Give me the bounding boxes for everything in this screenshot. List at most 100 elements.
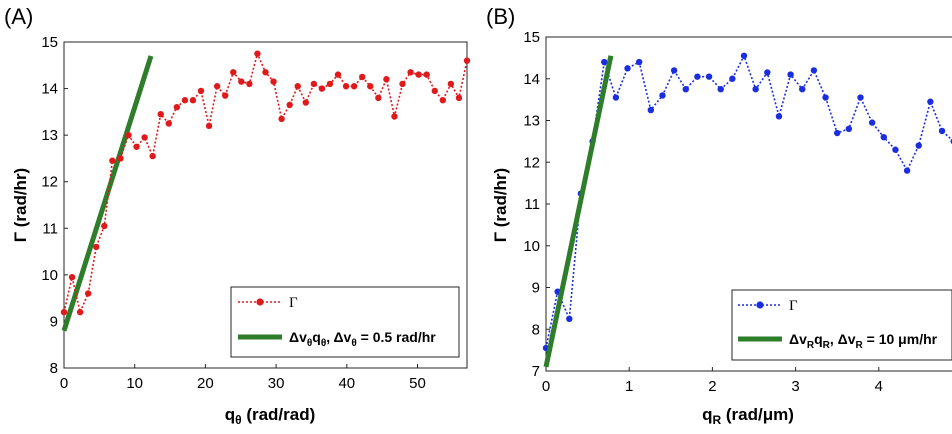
panel-a-legend-box bbox=[230, 286, 460, 358]
panel-a-data-point bbox=[76, 308, 84, 316]
panel-a-data-point bbox=[157, 110, 164, 118]
panel-a-y-tick-label: 10 bbox=[41, 267, 58, 284]
panel-a-data-point bbox=[383, 76, 390, 83]
panel-a-legend-data-marker bbox=[256, 298, 264, 306]
panel-a-legend-fit-label: Δvθqθ, Δvθ = 0.5 rad/hr bbox=[289, 329, 436, 349]
panel-b-legend: Γ ΔvRqR, ΔvR = 10 μm/hr bbox=[731, 289, 952, 361]
panel-a-data-point bbox=[254, 50, 261, 57]
panel-a-x-tick-label: 10 bbox=[126, 375, 143, 392]
panel-b-data-point bbox=[682, 85, 689, 93]
panel-a-data-point bbox=[125, 131, 132, 139]
panel-b-legend-box bbox=[731, 289, 952, 361]
panel-a-y-tick-label: 13 bbox=[41, 127, 58, 144]
panel-b-data-point bbox=[834, 129, 841, 137]
panel-a-data-point bbox=[447, 80, 455, 88]
panel-a-data-point bbox=[399, 80, 406, 88]
panel-b-data-point bbox=[810, 67, 818, 74]
panel-a-data-point bbox=[318, 85, 326, 92]
panel-b-x-tick-label: 1 bbox=[625, 378, 633, 395]
panel-a-data-point bbox=[455, 94, 463, 102]
panel-b-data-point bbox=[670, 67, 678, 74]
panel-a-data-point bbox=[93, 243, 100, 251]
panel-b-x-tick-label: 2 bbox=[708, 378, 716, 395]
panel-b-data-point bbox=[892, 146, 899, 153]
panel-a-data-point bbox=[165, 120, 172, 127]
panel-a-data-point bbox=[101, 222, 108, 230]
panel-a-data-point bbox=[294, 83, 301, 90]
panel-b-data-point bbox=[938, 127, 946, 135]
panel-b-fit-line bbox=[543, 55, 614, 368]
panel-a-x-tick-label: 30 bbox=[268, 375, 285, 392]
panel-b-data-point bbox=[752, 85, 759, 93]
panel-a-data-point bbox=[222, 92, 229, 99]
panel-a: (A) 0 10 20 30 40 50 8 9 10 11 12 13 14 15 Γ (rad/hr)… bbox=[4, 4, 471, 427]
panel-a-y-tick-label: 8 bbox=[50, 360, 58, 377]
panel-a-y-tick-label: 9 bbox=[50, 313, 58, 330]
panel-a-data-point bbox=[205, 122, 213, 130]
panel-b-data-point bbox=[740, 52, 748, 59]
panel-b-ticks: 012345789101112131415 bbox=[523, 29, 883, 395]
panel-b-data-point bbox=[612, 94, 620, 101]
panel-a-data-point bbox=[286, 101, 293, 109]
panel-a-data-point bbox=[350, 83, 358, 90]
panel-b-legend-data-label: Γ bbox=[789, 298, 798, 314]
panel-b-data-point bbox=[659, 92, 666, 99]
panel-a-data-point bbox=[133, 143, 140, 150]
panel-b-y-tick-label: 15 bbox=[523, 29, 540, 46]
panel-b-data-point bbox=[647, 106, 655, 114]
panel-a-data-point bbox=[423, 71, 430, 78]
panel-a-data-point bbox=[117, 155, 124, 162]
panel-a-data-point bbox=[359, 73, 366, 81]
panel-b-data-point bbox=[927, 98, 934, 105]
panel-b-data-point bbox=[635, 58, 643, 66]
panel-a-data-point bbox=[391, 113, 398, 120]
panel-b-y-tick-label: 7 bbox=[532, 363, 540, 380]
panel-b-data-point bbox=[822, 94, 829, 101]
panel-a-data-point bbox=[109, 157, 116, 164]
panel-b-data-point bbox=[787, 71, 794, 78]
panel-b-y-tick-label: 12 bbox=[523, 154, 540, 171]
panel-a-ticks: 0 10 20 30 40 50 8 9 10 11 12 13 14 15 bbox=[41, 34, 426, 392]
panel-b-data-point bbox=[694, 73, 701, 80]
panel-a-data-point bbox=[60, 308, 68, 316]
panel-b-data-point bbox=[729, 75, 736, 82]
panel-a-data-point bbox=[375, 94, 382, 102]
panel-a-data-point bbox=[342, 83, 350, 90]
panel-b-y-tick-label: 8 bbox=[532, 321, 540, 338]
panel-a-data-point bbox=[238, 78, 245, 85]
panel-b-data-point bbox=[717, 85, 724, 93]
panel-a-data-point bbox=[230, 69, 237, 76]
panel-b-label: (B) bbox=[486, 4, 515, 29]
panel-a-fit-series bbox=[61, 55, 154, 332]
panel-b-y-tick-label: 9 bbox=[532, 280, 540, 297]
panel-b-data-point bbox=[868, 119, 876, 126]
panel-a-data-point bbox=[173, 104, 181, 111]
panel-a-fit-line bbox=[61, 55, 154, 332]
panel-b-data-point bbox=[601, 58, 608, 66]
panel-a-y-tick-label: 14 bbox=[41, 81, 58, 98]
panel-a-data-point bbox=[197, 87, 205, 95]
panel-a-x-tick-label: 0 bbox=[60, 375, 68, 392]
panel-b-x-tick-label: 4 bbox=[875, 378, 883, 395]
panel-b-data-point bbox=[799, 85, 806, 93]
panel-a-data-point bbox=[270, 78, 277, 85]
panel-b-legend-data-marker bbox=[756, 301, 764, 309]
panel-b-x-tick-label: 3 bbox=[791, 378, 799, 395]
panel-a-y-tick-label: 11 bbox=[42, 220, 58, 237]
panel-a-x-tick-label: 20 bbox=[197, 375, 214, 392]
panel-b-data-point bbox=[775, 113, 783, 120]
panel-a-data-point bbox=[367, 83, 374, 90]
panel-b-xlabel: qR (rad/μm) bbox=[702, 405, 794, 427]
panel-a-data-point bbox=[149, 152, 156, 160]
panel-b: (B) 012345789101112131415 Γ (rad/hr) qR … bbox=[486, 4, 952, 427]
panel-a-data-point bbox=[84, 290, 92, 297]
panel-a-y-tick-label: 12 bbox=[41, 174, 58, 191]
panel-b-y-tick-label: 10 bbox=[523, 238, 540, 255]
panel-a-legend: Γ Δvθqθ, Δvθ = 0.5 rad/hr bbox=[230, 286, 460, 358]
panel-b-data-point bbox=[705, 73, 713, 80]
panel-a-data-point bbox=[181, 97, 189, 104]
panel-a-data-point bbox=[246, 80, 253, 88]
panel-b-y-tick-label: 14 bbox=[523, 71, 540, 88]
panel-a-xlabel: qθ (rad/rad) bbox=[225, 405, 316, 427]
